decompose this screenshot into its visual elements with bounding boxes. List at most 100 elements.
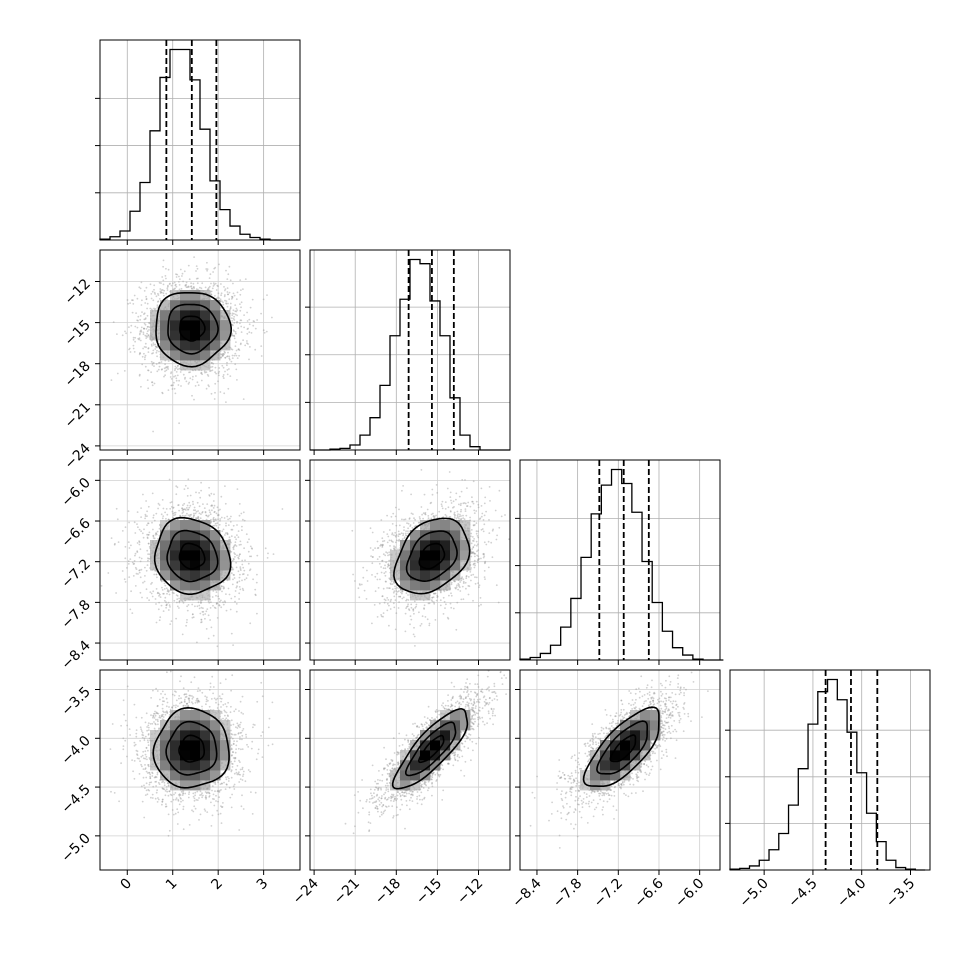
sample-point [210, 492, 213, 495]
density-cell [170, 560, 181, 571]
sample-point [168, 589, 170, 592]
sample-point [197, 384, 200, 387]
sample-point [221, 530, 224, 533]
sample-point [220, 495, 223, 498]
sample-point [449, 510, 452, 513]
sample-point [217, 514, 220, 517]
sample-point [160, 291, 163, 294]
sample-point [206, 261, 208, 264]
sample-point [215, 602, 218, 605]
sample-point [183, 270, 186, 273]
sample-point [116, 518, 119, 521]
sample-point [140, 304, 143, 306]
sample-point [220, 599, 222, 602]
sample-point [223, 350, 226, 353]
sample-point [145, 298, 148, 300]
sample-point [143, 327, 145, 330]
sample-point [143, 352, 145, 355]
sample-point [221, 364, 224, 367]
sample-point [222, 377, 225, 379]
density-cell [190, 550, 201, 561]
sample-point [242, 589, 245, 592]
sample-point [197, 277, 199, 280]
sample-point [135, 568, 138, 570]
sample-point [128, 576, 131, 578]
density-cell [220, 330, 231, 341]
sample-point [142, 347, 145, 350]
sample-point [148, 599, 151, 602]
sample-point [152, 514, 155, 517]
sample-point [189, 494, 192, 497]
sample-point [200, 372, 203, 375]
sample-point [420, 623, 423, 625]
sample-point [215, 519, 217, 521]
axes-frame [99, 39, 301, 241]
sample-point [215, 603, 218, 605]
sample-point [242, 511, 245, 514]
sample-point [235, 545, 238, 547]
sample-point [143, 346, 146, 348]
sample-point [428, 622, 431, 625]
sample-point [388, 624, 390, 627]
density-cell [170, 300, 181, 311]
sample-point [241, 529, 243, 532]
sample-point [480, 603, 482, 606]
density-cell [180, 590, 191, 601]
density-cell [160, 560, 171, 571]
density-cell [160, 330, 171, 341]
sample-point [167, 601, 170, 604]
sample-point [176, 273, 179, 276]
density-cell [200, 320, 211, 331]
sample-point [243, 519, 246, 522]
sample-point [197, 516, 200, 519]
sample-point [165, 517, 167, 520]
hist-panel-1 [305, 249, 511, 451]
contour-line [155, 292, 233, 368]
density-cell [180, 560, 191, 571]
sample-point [227, 518, 230, 521]
sample-point [233, 545, 235, 548]
sample-point [366, 569, 368, 572]
sample-point [144, 365, 147, 368]
sample-point [163, 367, 166, 370]
sample-point [178, 600, 181, 603]
sample-point [231, 296, 234, 299]
sample-point [207, 384, 210, 386]
sample-point [151, 362, 154, 365]
sample-point [144, 302, 147, 304]
sample-point [153, 365, 155, 367]
sample-point [139, 591, 142, 594]
sample-point [213, 524, 216, 527]
density-cell [200, 570, 211, 581]
density-cell [220, 310, 231, 321]
sample-point [171, 591, 174, 594]
sample-point [139, 332, 141, 335]
sample-point [482, 552, 485, 555]
sample-point [226, 355, 228, 358]
sample-point [247, 327, 250, 330]
sample-point [124, 545, 127, 548]
sample-point [197, 288, 199, 291]
density-cell [200, 360, 211, 371]
sample-point [153, 573, 156, 576]
sample-point [138, 556, 141, 559]
sample-point [176, 598, 179, 601]
sample-point [143, 290, 146, 292]
sample-point [168, 478, 171, 481]
sample-point [200, 371, 203, 374]
sample-point [198, 505, 201, 508]
sample-point [217, 296, 219, 299]
sample-point [446, 616, 449, 619]
sample-point [153, 288, 155, 291]
sample-point [193, 256, 196, 258]
sample-point [179, 268, 182, 271]
sample-point [228, 517, 231, 520]
sample-point [192, 509, 195, 512]
sample-point [139, 352, 142, 355]
sample-point [249, 545, 252, 548]
sample-point [162, 265, 165, 268]
sample-point [237, 348, 240, 350]
sample-point [187, 478, 190, 481]
sample-point [199, 600, 202, 602]
sample-point [129, 608, 132, 611]
